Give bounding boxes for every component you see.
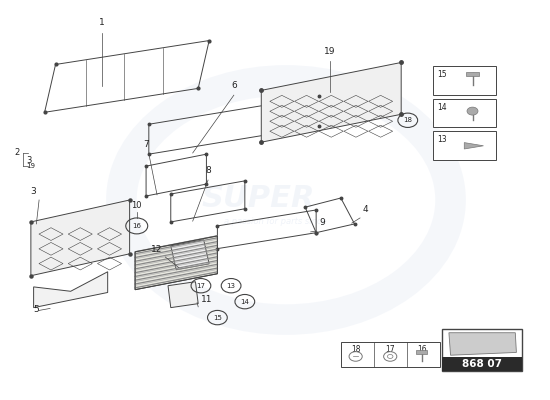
Text: 11: 11	[201, 295, 212, 304]
Polygon shape	[135, 236, 217, 290]
Text: SUPER: SUPER	[202, 184, 315, 212]
Text: 1: 1	[100, 18, 105, 27]
Bar	[442, 329, 522, 371]
Text: 8: 8	[205, 166, 211, 175]
Text: 10: 10	[131, 201, 142, 210]
Polygon shape	[168, 282, 198, 308]
Text: 14: 14	[240, 299, 249, 305]
Text: 13: 13	[227, 283, 235, 289]
Text: 13: 13	[437, 136, 447, 144]
Polygon shape	[31, 200, 130, 276]
Polygon shape	[34, 272, 108, 308]
Text: 3: 3	[26, 156, 31, 165]
Text: 17: 17	[196, 283, 206, 289]
Text: 17: 17	[386, 346, 395, 354]
Circle shape	[467, 107, 478, 115]
Text: 16: 16	[417, 346, 427, 354]
Polygon shape	[464, 143, 483, 149]
Bar	[416, 350, 427, 354]
Text: 19: 19	[26, 163, 35, 169]
Text: 16: 16	[132, 223, 141, 229]
Text: 9: 9	[319, 218, 324, 227]
Bar	[433, 99, 496, 128]
Polygon shape	[261, 62, 401, 142]
Text: 15: 15	[213, 314, 222, 320]
Bar	[433, 132, 496, 160]
Text: 12: 12	[151, 245, 163, 254]
Bar	[341, 342, 439, 368]
Text: 6: 6	[231, 81, 236, 90]
Polygon shape	[449, 333, 516, 355]
Text: 19: 19	[324, 48, 336, 56]
Text: 18: 18	[403, 117, 412, 123]
Bar	[466, 72, 479, 76]
Text: 3: 3	[31, 187, 36, 196]
Text: a passion for parts since: a passion for parts since	[224, 218, 326, 226]
Text: 5: 5	[34, 305, 40, 314]
Polygon shape	[170, 240, 209, 270]
Text: 7: 7	[143, 140, 149, 149]
Text: 4: 4	[363, 205, 368, 214]
Bar	[433, 66, 496, 95]
Text: 18: 18	[351, 346, 360, 354]
Text: 15: 15	[437, 70, 447, 79]
Bar	[442, 357, 522, 371]
Text: 868 07: 868 07	[462, 359, 502, 369]
Text: 2: 2	[14, 148, 20, 158]
Text: 14: 14	[437, 103, 447, 112]
